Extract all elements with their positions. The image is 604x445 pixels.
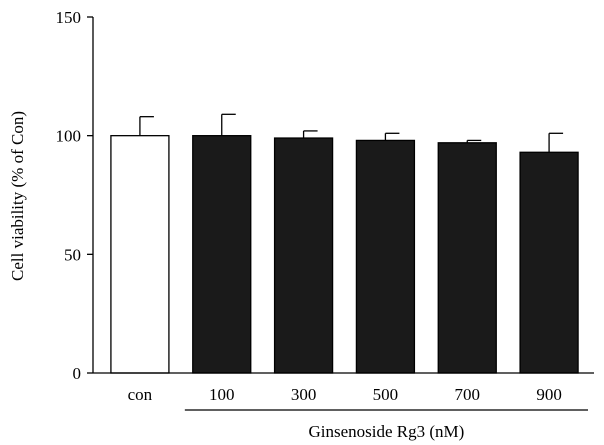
y-tick-label: 150: [56, 8, 82, 27]
x-axis: con 100 300 500 700 900: [93, 372, 594, 404]
y-tick-label: 50: [64, 245, 81, 264]
x-tick-label-100: 100: [209, 385, 235, 404]
x-tick-label-con: con: [128, 385, 153, 404]
bar-300: [273, 137, 334, 374]
x-tick-label-700: 700: [455, 385, 481, 404]
y-tick-label: 100: [56, 127, 82, 146]
y-tick-label: 0: [73, 364, 82, 383]
bar-100: [192, 135, 252, 374]
bar-500: [355, 139, 416, 374]
bar-900: [519, 151, 579, 374]
error-bars: [139, 113, 564, 153]
x-tick-label-500: 500: [373, 385, 399, 404]
y-axis: 0 50 100 150: [56, 8, 94, 383]
group-label: Ginsenoside Rg3 (nM): [309, 422, 465, 441]
bar-con: [110, 135, 170, 374]
x-tick-label-900: 900: [536, 385, 562, 404]
x-tick-label-300: 300: [291, 385, 317, 404]
bars: [110, 135, 579, 374]
bar-700: [437, 142, 497, 374]
y-axis-title: Cell viability (% of Con): [8, 111, 27, 281]
group-bracket: Ginsenoside Rg3 (nM): [184, 409, 588, 441]
